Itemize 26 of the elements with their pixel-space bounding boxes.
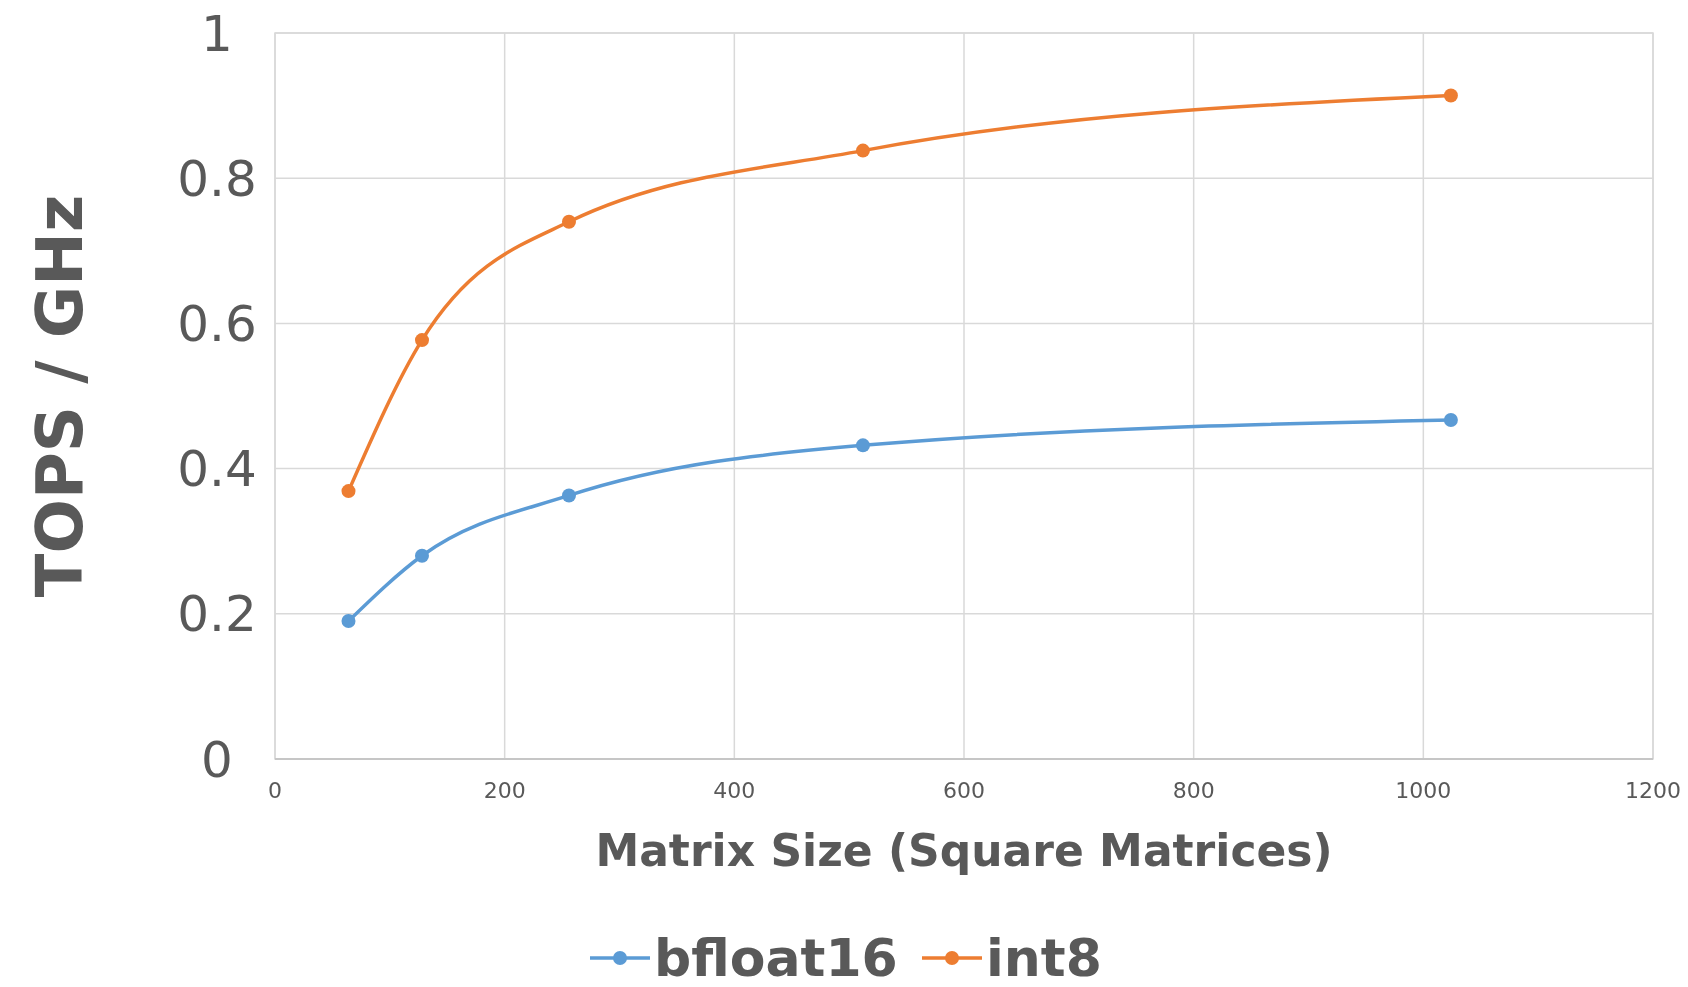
x-tick-label: 1200 xyxy=(1625,778,1681,803)
x-tick-label: 800 xyxy=(1172,778,1215,803)
x-tick-label: 1000 xyxy=(1395,778,1452,803)
y-tick-label: 1 xyxy=(201,4,233,63)
point xyxy=(414,548,429,563)
point xyxy=(414,333,429,348)
y-tick-label: 0.2 xyxy=(177,585,257,644)
x-tick-label: 400 xyxy=(713,778,756,803)
point xyxy=(1443,412,1458,427)
legend-label: bfloat16 xyxy=(654,928,898,987)
y-tick-label: 0.8 xyxy=(177,149,257,208)
point xyxy=(855,438,870,453)
point xyxy=(341,484,356,499)
legend-label: int8 xyxy=(986,928,1102,987)
x-tick-label: 200 xyxy=(483,778,526,803)
point xyxy=(341,614,356,629)
point xyxy=(561,488,576,503)
y-tick-label: 0.4 xyxy=(177,440,257,499)
y-axis-title: TOPS / GHz xyxy=(23,194,97,598)
point xyxy=(855,143,870,158)
point xyxy=(561,214,576,229)
x-tick-label: 0 xyxy=(268,778,282,803)
y-tick-label: 0.6 xyxy=(177,294,257,353)
point xyxy=(1443,88,1458,103)
x-axis-title: Matrix Size (Square Matrices) xyxy=(595,825,1333,876)
x-tick-label: 600 xyxy=(943,778,985,803)
